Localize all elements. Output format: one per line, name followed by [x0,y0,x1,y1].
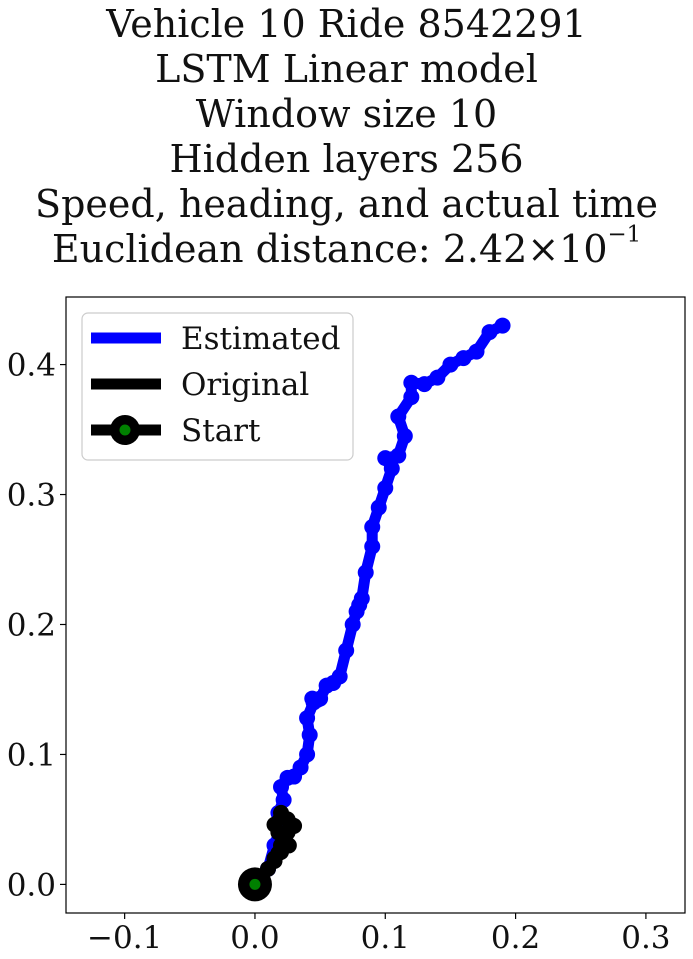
x-tick-label: 0.2 [491,920,540,956]
estimated-point [390,447,407,464]
original-point [273,804,290,821]
legend-original-label: Original [181,367,309,403]
estimated-point [364,519,381,536]
estimated-point [442,356,459,373]
x-tick-label: 0.1 [361,920,410,956]
title-line-5: Speed, heading, and actual time [35,182,658,226]
y-tick-label: 0.0 [7,867,56,903]
legend: Estimated Original Start [81,312,354,461]
estimated-point [364,538,381,555]
x-tick-label: 0.0 [230,920,279,956]
estimated-point [331,668,348,685]
estimated-point [292,759,309,776]
distance-base: 10 [559,227,608,271]
series-layer [237,317,511,902]
estimated-point [344,616,361,633]
estimated-point [390,408,407,425]
title-line-3: Window size 10 [195,92,498,136]
x-tick-label: 0.3 [621,920,670,956]
estimated-point [377,480,394,497]
legend-start-label: Start [181,413,261,449]
estimated-point [468,343,485,360]
y-axis: 0.0 0.1 0.2 0.3 0.4 [7,348,66,903]
estimated-point [455,350,472,367]
distance-prefix: Euclidean distance: 2.42 [51,227,528,271]
title-line-4: Hidden layers 256 [169,137,524,181]
y-tick-label: 0.1 [7,737,56,773]
estimated-point [357,564,374,581]
distance-exponent: −1 [607,221,642,248]
estimated-point [353,590,370,607]
chart-title: Vehicle 10 Ride 8542291 LSTM Linear mode… [0,0,693,272]
title-line-6: Euclidean distance: 2.42×10−1 [0,223,693,272]
estimated-point [403,389,420,406]
legend-start-marker-fill [119,424,131,436]
estimated-point [299,710,316,727]
estimated-point [275,791,292,808]
estimated-point [429,369,446,386]
x-tick-label: −0.1 [87,920,162,956]
x-axis: −0.1 0.0 0.1 0.2 0.3 [87,913,671,956]
distance-times: × [527,227,560,271]
estimated-point [370,499,387,516]
estimated-point [299,746,316,763]
y-tick-label: 0.2 [7,607,56,643]
title-line-1: Vehicle 10 Ride 8542291 [106,2,587,46]
estimated-point [481,324,498,341]
y-tick-label: 0.3 [7,478,56,514]
original-point [266,850,283,867]
estimated-point [416,376,433,393]
title-line-2: LSTM Linear model [155,47,538,91]
estimated-point [301,726,318,743]
y-tick-label: 0.4 [7,348,56,384]
estimated-point [403,374,420,391]
estimated-point [338,642,355,659]
start-marker [249,878,261,890]
estimated-point [494,317,511,334]
estimated-point [377,450,394,467]
plot-frame [65,296,686,914]
estimated-point [312,690,329,707]
legend-estimated-label: Estimated [181,321,340,357]
estimated-point [396,428,413,445]
legend-box [81,312,354,461]
